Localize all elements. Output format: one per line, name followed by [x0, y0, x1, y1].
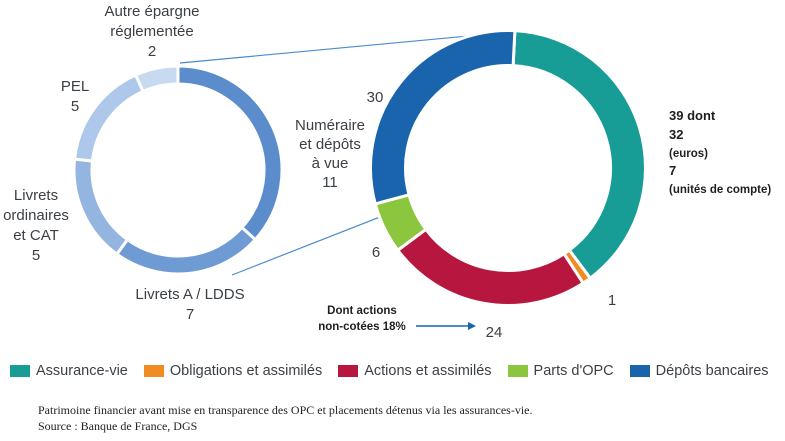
slice-assurance-vie — [511, 29, 647, 281]
label-numeraire-line: à vue — [312, 155, 349, 172]
label-actions: 24 — [486, 324, 503, 341]
legend-swatch — [143, 365, 164, 377]
label-livrets-a-line: 7 — [186, 306, 194, 323]
label-pel-line: PEL — [61, 78, 89, 95]
label-livrets-ordinaires-line: ordinaires — [3, 207, 69, 224]
legend-item: Obligations et assimilés — [143, 363, 323, 379]
slice-autre — [133, 64, 180, 94]
label-pel-line: 5 — [71, 98, 79, 115]
slice-livrets-a — [114, 225, 258, 276]
right-donut — [369, 29, 647, 307]
zoom-connector-lines — [179, 31, 512, 276]
label-livrets-a: Livrets A / LDDS 7 — [135, 286, 244, 323]
legend-label: Obligations et assimilés — [169, 363, 323, 379]
slice-actions — [395, 227, 586, 307]
legend-label: Dépôts bancaires — [655, 363, 769, 379]
label-autre-epargne-line: réglementée — [110, 23, 193, 40]
label-numeraire: Numéraire et dépôts à vue 11 — [295, 117, 365, 191]
legend-item: Actions et assimilés — [338, 363, 492, 379]
label-depots: 30 — [367, 89, 384, 106]
label-livrets-a-line: Livrets A / LDDS — [135, 286, 244, 303]
legend-label: Parts d'OPC — [533, 363, 614, 379]
legend-swatch — [10, 365, 30, 377]
annotation-actions-non-cotees-line: non-cotées 18% — [318, 321, 406, 333]
slice-labels: Numéraire et dépôts à vue 11 Livrets A / LDD… — [3, 3, 771, 341]
legend: Assurance-vie Obligations et assimilés Act… — [10, 360, 780, 382]
label-assurance-vie-line: (euros) — [669, 148, 708, 160]
label-assurance-vie: 39 dont 32 (euros) 7 (unités de compte) — [669, 108, 771, 196]
label-autre-epargne-line: 2 — [148, 43, 156, 60]
slice-livrets-ord — [72, 157, 130, 257]
legend-item: Dépôts bancaires — [629, 363, 769, 379]
label-assurance-vie-line: 7 — [669, 163, 676, 178]
label-livrets-ordinaires-line: Livrets — [14, 187, 58, 204]
label-livrets-ordinaires: Livrets ordinaires et CAT 5 — [3, 187, 69, 264]
label-livrets-ordinaires-line: et CAT — [13, 227, 59, 244]
label-assurance-vie-line: 39 dont — [669, 108, 716, 123]
legend-item: Assurance-vie — [10, 363, 128, 379]
label-actions-line: 24 — [486, 324, 503, 341]
label-depots-line: 30 — [367, 89, 384, 106]
label-obligations: 1 — [608, 292, 616, 309]
label-livrets-ordinaires-line: 5 — [32, 247, 40, 264]
slice-numeraire — [176, 64, 284, 242]
legend-item: Parts d'OPC — [507, 363, 614, 379]
source-note: Source : Banque de France, DGS — [38, 419, 198, 433]
label-parts-opc-line: 6 — [372, 244, 380, 261]
legend-swatch — [629, 365, 650, 377]
label-assurance-vie-line: 32 — [669, 127, 683, 142]
label-obligations-line: 1 — [608, 292, 616, 309]
label-numeraire-line: Numéraire — [295, 117, 365, 134]
label-autre-epargne-line: Autre épargne — [104, 3, 199, 20]
connector-line-bottom — [231, 214, 386, 276]
footnote: Patrimoine financier avant mise en trans… — [38, 403, 533, 417]
label-assurance-vie-line: (unités de compte) — [669, 184, 771, 196]
legend-swatch — [507, 365, 528, 377]
connector-line-top — [179, 31, 512, 64]
slice-depots — [369, 29, 517, 206]
legend-label: Assurance-vie — [36, 363, 128, 379]
annotation-arrow-head — [468, 322, 476, 330]
annotation-actions-non-cotees-line: Dont actions — [327, 305, 397, 317]
label-pel: PEL 5 — [61, 78, 89, 115]
label-numeraire-line: 11 — [322, 174, 338, 191]
legend-swatch — [338, 365, 359, 377]
annotation-actions-non-cotees: Dont actions non-cotées 18% — [318, 305, 406, 333]
label-numeraire-line: et dépôts — [299, 136, 361, 153]
left-donut — [72, 64, 284, 276]
label-parts-opc: 6 — [372, 244, 380, 261]
legend-label: Actions et assimilés — [364, 363, 492, 379]
label-autre-epargne: Autre épargne réglementée 2 — [104, 3, 199, 60]
